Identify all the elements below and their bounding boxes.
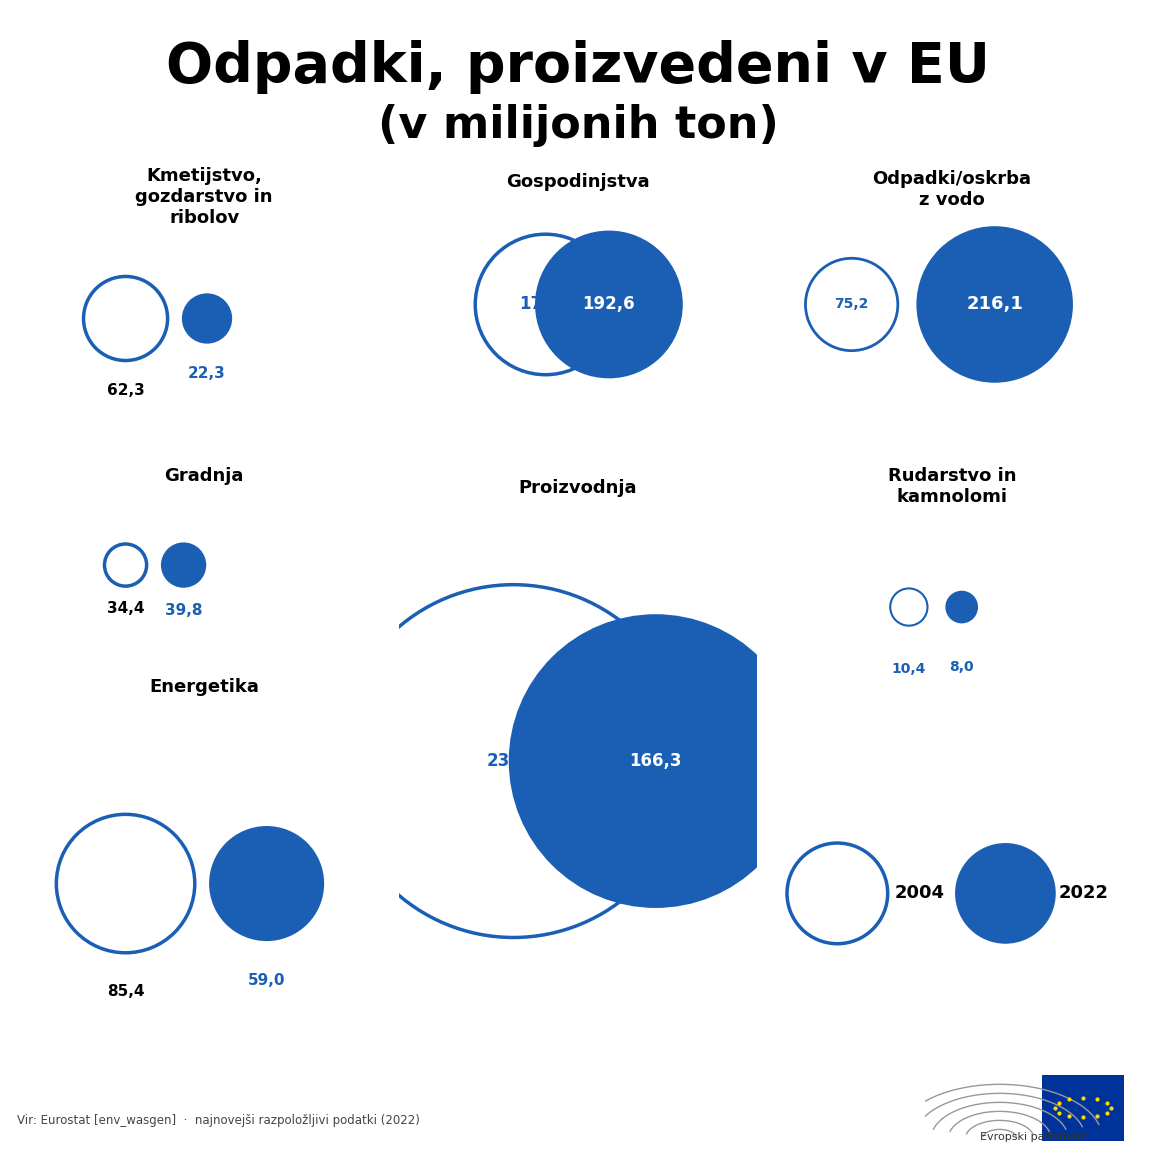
Ellipse shape (209, 827, 324, 941)
Ellipse shape (955, 843, 1055, 943)
Text: 22,3: 22,3 (188, 366, 225, 381)
Text: Kmetijstvo,
gozdarstvo in
ribolov: Kmetijstvo, gozdarstvo in ribolov (135, 166, 273, 227)
Text: 2022: 2022 (1059, 884, 1109, 903)
Text: 10,4: 10,4 (891, 662, 926, 676)
Ellipse shape (535, 230, 683, 378)
Ellipse shape (946, 591, 978, 623)
Text: 216,1: 216,1 (966, 296, 1023, 313)
Text: Odpadki/oskrba
z vodo: Odpadki/oskrba z vodo (873, 170, 1031, 208)
Ellipse shape (917, 227, 1073, 383)
Text: 8,0: 8,0 (949, 660, 975, 674)
Text: 34,4: 34,4 (106, 601, 144, 616)
Text: 62,3: 62,3 (106, 383, 144, 398)
Text: Odpadki, proizvedeni v EU: Odpadki, proizvedeni v EU (166, 40, 990, 95)
Text: 192,6: 192,6 (583, 296, 636, 313)
Text: 239,9: 239,9 (487, 753, 540, 770)
Text: 166,3: 166,3 (629, 753, 682, 770)
Text: 174,1: 174,1 (519, 296, 572, 313)
Ellipse shape (161, 542, 206, 587)
Text: Vir: Eurostat [env_wasgen]  ·  najnovejši razpoložljivi podatki (2022): Vir: Eurostat [env_wasgen] · najnovejši … (17, 1114, 421, 1127)
Text: 59,0: 59,0 (247, 972, 286, 987)
Text: Energetika: Energetika (149, 679, 259, 696)
Text: Proizvodnja: Proizvodnja (519, 479, 637, 497)
Text: (v milijonih ton): (v milijonih ton) (378, 104, 778, 147)
Ellipse shape (509, 614, 802, 907)
Text: 2004: 2004 (895, 884, 944, 903)
Text: 85,4: 85,4 (106, 985, 144, 999)
Text: Evropski parlament: Evropski parlament (980, 1132, 1089, 1142)
Text: 39,8: 39,8 (165, 603, 202, 617)
Ellipse shape (181, 294, 232, 343)
Text: Gradnja: Gradnja (164, 467, 244, 484)
Text: Gospodinjstva: Gospodinjstva (506, 172, 650, 191)
Text: 75,2: 75,2 (835, 297, 869, 311)
Bar (1043, 1075, 1124, 1141)
Text: Rudarstvo in
kamnolomi: Rudarstvo in kamnolomi (888, 467, 1016, 506)
